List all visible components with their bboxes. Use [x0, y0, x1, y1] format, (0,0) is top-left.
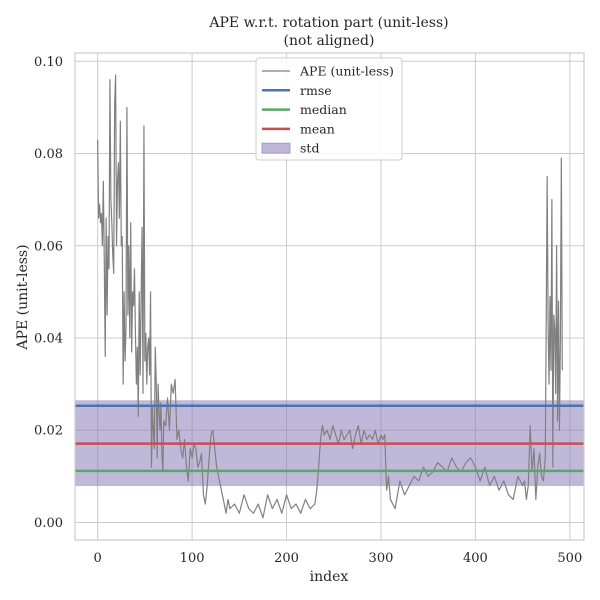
x-tick-label: 0	[94, 551, 102, 566]
y-axis-label: APE (unit-less)	[15, 244, 31, 350]
y-tick-label: 0.02	[34, 424, 63, 439]
frame-layer	[74, 52, 585, 541]
legend-std-swatch	[261, 142, 291, 154]
x-tick-label: 400	[463, 551, 488, 566]
x-tick-label: 500	[557, 551, 582, 566]
x-tick-label: 300	[369, 551, 394, 566]
y-tick-label: 0.08	[34, 147, 63, 162]
y-tick-label: 0.10	[34, 55, 63, 70]
data-layer	[75, 74, 584, 519]
legend-label: rmse	[300, 83, 332, 98]
chart-title: APE w.r.t. rotation part (unit-less)	[208, 15, 448, 31]
y-tick-label: 0.04	[34, 332, 63, 347]
tick-layer: 0 100 200 300 400 500 0.00 0.02 0.04 0.06 0.08 0.10	[34, 55, 582, 566]
legend-box	[255, 57, 403, 161]
legend-label: median	[300, 102, 347, 117]
legend: APE (unit-less) rmse median mean std	[255, 57, 403, 161]
legend-label: APE (unit-less)	[299, 64, 394, 79]
legend-label: std	[300, 141, 319, 156]
x-tick-label: 200	[274, 551, 299, 566]
x-tick-label: 100	[180, 551, 205, 566]
y-tick-label: 0.06	[34, 239, 63, 254]
legend-label: mean	[300, 121, 335, 136]
plot-frame	[74, 52, 585, 541]
x-axis-label: index	[310, 569, 349, 585]
chart-subtitle: (not aligned)	[284, 33, 375, 49]
ape-series-line	[97, 74, 563, 519]
y-tick-label: 0.00	[34, 516, 63, 531]
